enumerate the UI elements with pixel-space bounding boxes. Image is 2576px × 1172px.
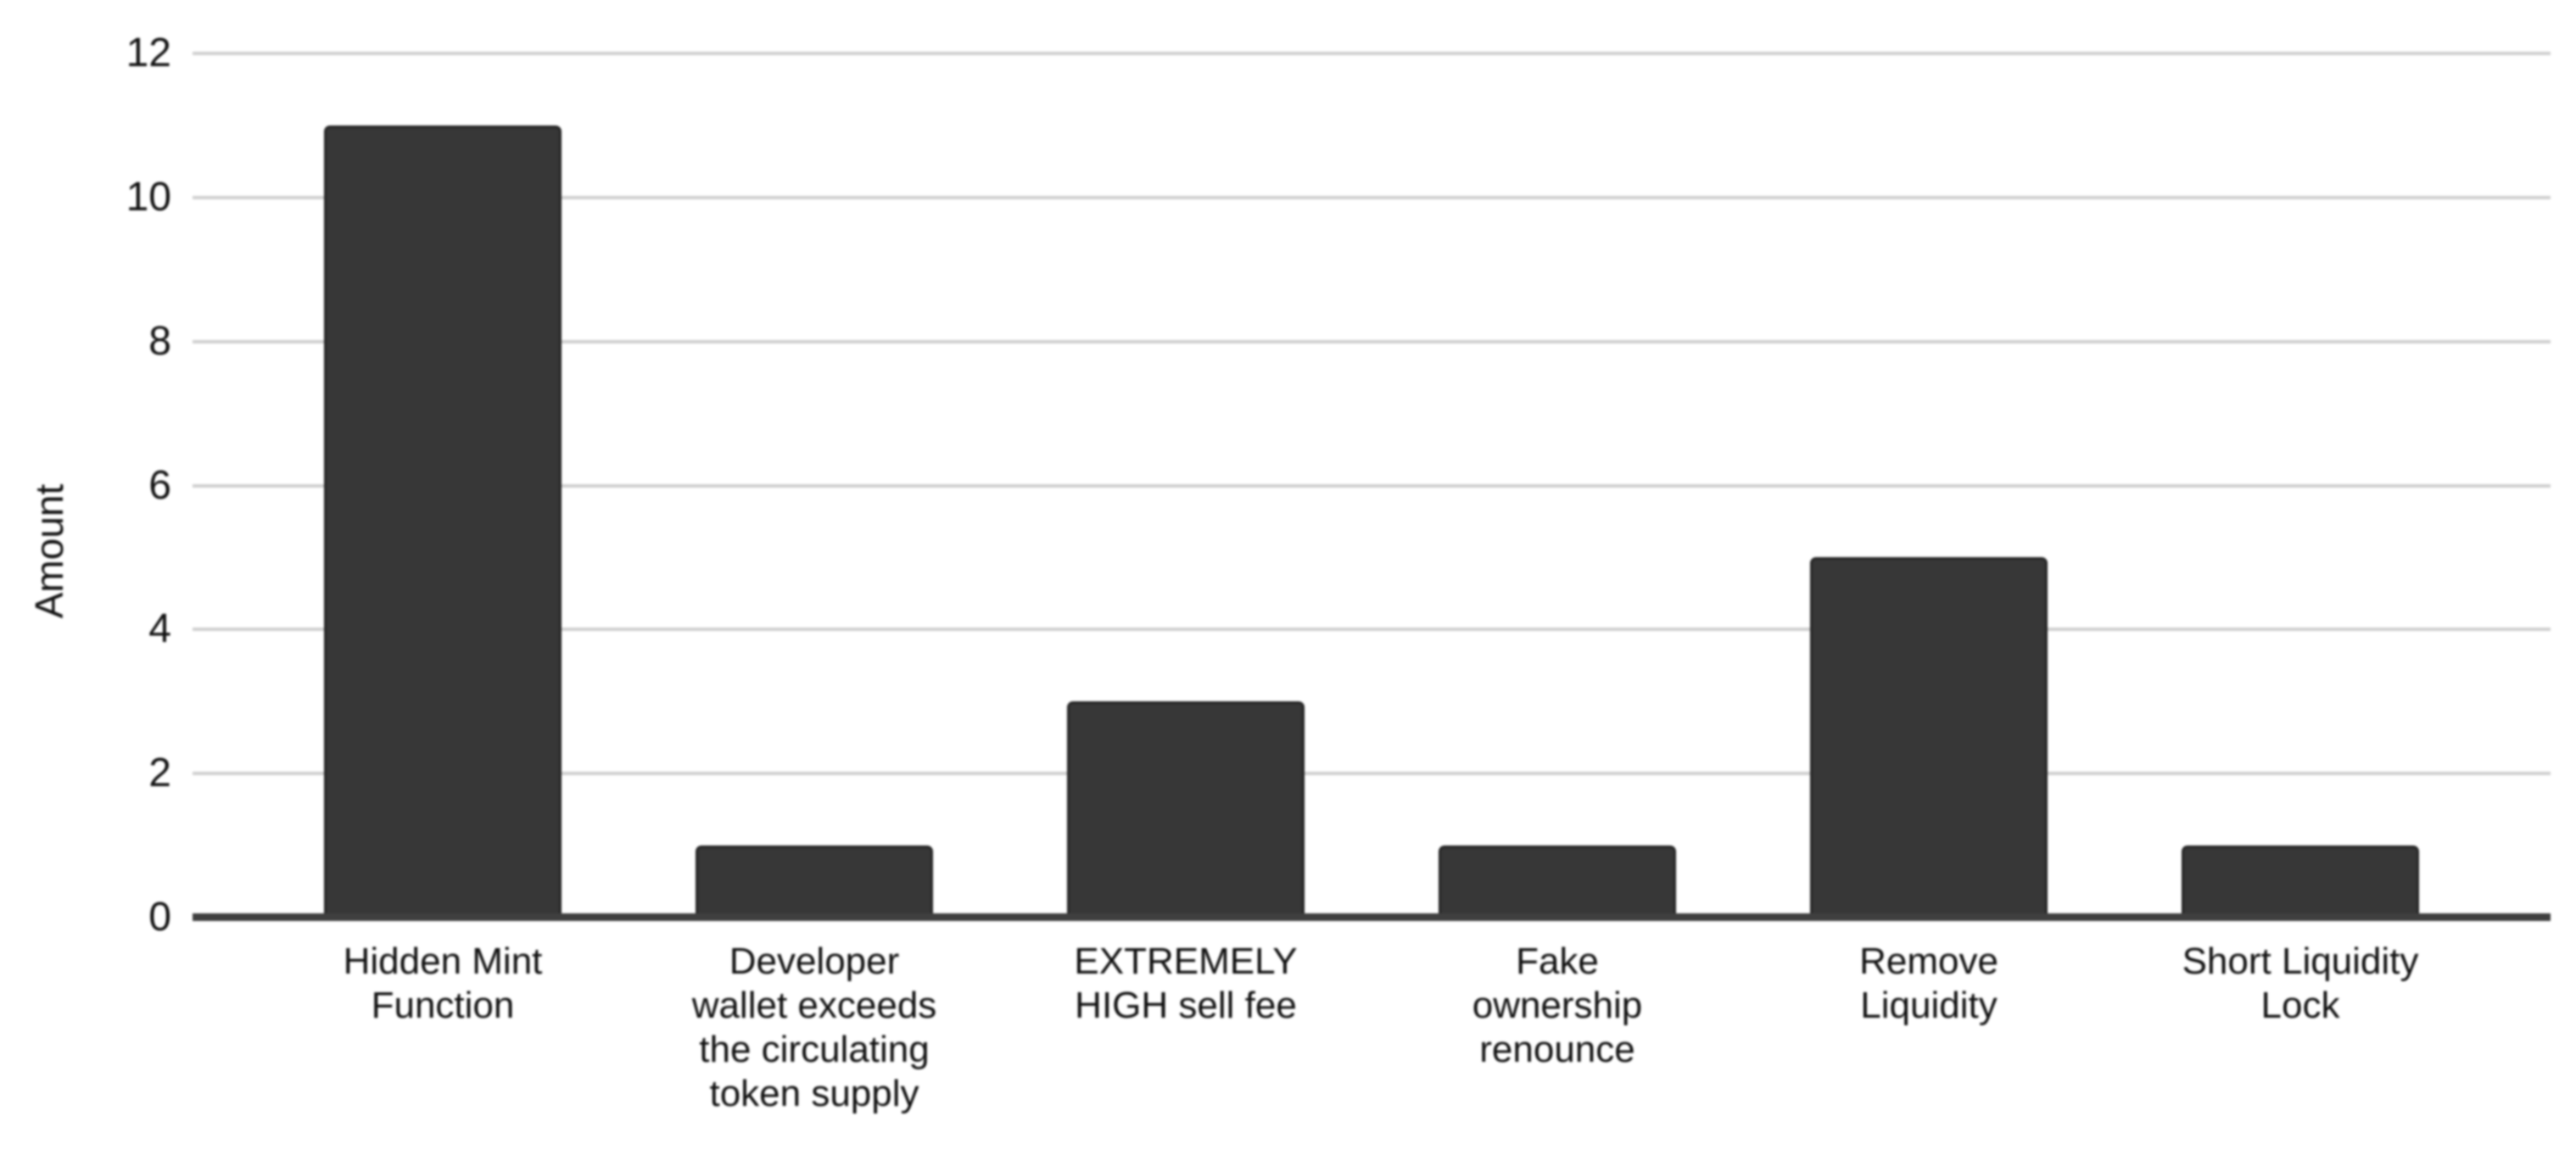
bar-hidden-mint-function (323, 125, 562, 918)
bar-fake-ownership-renounce (1438, 846, 1677, 918)
y-axis-tick-labels: 12 10 8 6 4 2 0 (126, 31, 171, 940)
x-label-extremely-high-sell-fee: EXTREMELY HIGH sell fee (1074, 940, 1298, 1026)
x-label-hidden-mint-function: Hidden Mint Function (343, 940, 543, 1026)
gridline-10 (193, 195, 2551, 199)
x-label-short-liquidity-lock: Short Liquidity Lock (2182, 940, 2419, 1026)
bar-slot (629, 53, 1000, 918)
gridline-8 (193, 339, 2551, 343)
gridline-2 (193, 772, 2551, 776)
bar-slot (1743, 53, 2115, 918)
bar-slot (257, 53, 629, 918)
x-label-remove-liquidity: Remove Liquidity (1859, 940, 1998, 1026)
bar-slot (1372, 53, 1743, 918)
bar-short-liquidity-lock (2181, 846, 2420, 918)
bar-developer-wallet-exceeds-supply (695, 846, 934, 918)
bar-remove-liquidity (1809, 557, 2048, 918)
bar-extremely-high-sell-fee (1066, 701, 1305, 918)
x-label-fake-ownership-renounce: Fake ownership renounce (1472, 940, 1643, 1070)
gridline-6 (193, 483, 2551, 488)
gridline-12 (193, 52, 2551, 55)
bar-series (193, 53, 2551, 918)
x-label-developer-wallet-exceeds-supply: Developer wallet exceeds the circulating… (691, 940, 937, 1114)
x-axis-labels: Hidden Mint Function Developer wallet ex… (193, 940, 2551, 1116)
plot-area (193, 52, 2551, 921)
x-axis-line (193, 913, 2551, 921)
bar-slot (1000, 53, 1372, 918)
gridline-4 (193, 628, 2551, 632)
bar-slot (2115, 53, 2486, 918)
